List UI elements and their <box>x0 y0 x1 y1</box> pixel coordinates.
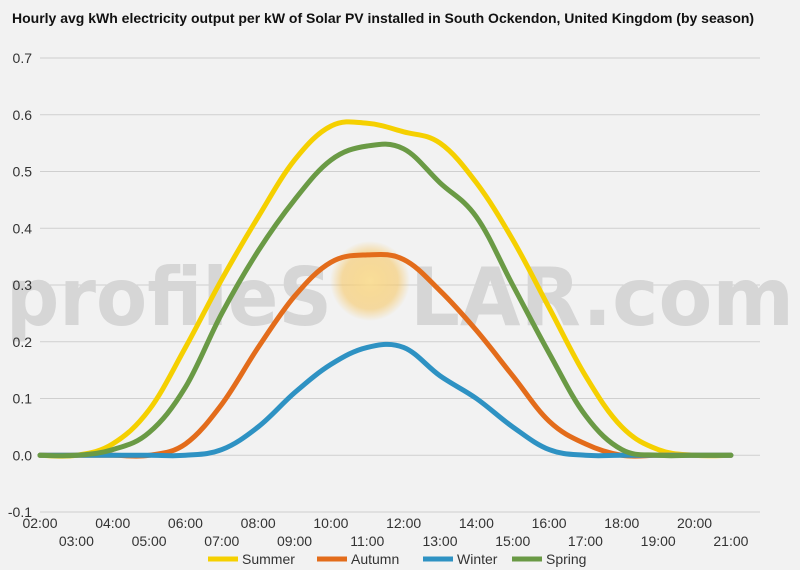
x-tick-label: 09:00 <box>277 533 312 549</box>
x-tick-label: 17:00 <box>568 533 603 549</box>
x-tick-label: 18:00 <box>604 515 639 531</box>
series-line-spring <box>37 141 734 459</box>
x-tick-label: 07:00 <box>204 533 239 549</box>
y-tick-label: 0.0 <box>13 447 33 463</box>
y-tick-label: 0.1 <box>13 391 33 407</box>
legend-label: Winter <box>457 551 498 567</box>
chart-title: Hourly avg kWh electricity output per kW… <box>12 10 755 26</box>
x-tick-label: 12:00 <box>386 515 421 531</box>
y-tick-label: 0.2 <box>13 334 33 350</box>
x-tick-label: 04:00 <box>95 515 130 531</box>
legend-label: Spring <box>546 551 586 567</box>
x-tick-label: 15:00 <box>495 533 530 549</box>
x-axis: 02:00 04:00 06:00 08:00 10:00 12:00 14:00 16:00… <box>22 515 748 549</box>
x-tick-label: 19:00 <box>641 533 676 549</box>
x-tick-label: 20:00 <box>677 515 712 531</box>
legend-item-spring[interactable]: Spring <box>512 551 586 567</box>
y-tick-label: -0.1 <box>8 504 32 520</box>
y-tick-label: 0.5 <box>13 164 33 180</box>
x-tick-label: 13:00 <box>422 533 457 549</box>
x-tick-label: 08:00 <box>241 515 276 531</box>
series-line-winter <box>37 341 734 459</box>
series-line-summer <box>37 119 734 459</box>
x-tick-label: 06:00 <box>168 515 203 531</box>
series <box>37 119 734 459</box>
legend-item-winter[interactable]: Winter <box>423 551 498 567</box>
legend: Summer Autumn Winter Spring <box>208 551 586 567</box>
legend-label: Summer <box>242 551 295 567</box>
watermark-text-left: profileS <box>6 251 332 344</box>
watermark: profileS LAR.com <box>6 241 794 344</box>
watermark-text-right: LAR.com <box>410 251 794 344</box>
x-tick-label: 10:00 <box>313 515 348 531</box>
watermark-sun-icon <box>330 241 410 321</box>
x-tick-label: 05:00 <box>132 533 167 549</box>
x-tick-label: 14:00 <box>459 515 494 531</box>
x-tick-label: 03:00 <box>59 533 94 549</box>
x-tick-label: 16:00 <box>532 515 567 531</box>
legend-item-summer[interactable]: Summer <box>208 551 295 567</box>
y-tick-label: 0.7 <box>13 50 33 66</box>
legend-item-autumn[interactable]: Autumn <box>317 551 399 567</box>
y-tick-label: 0.6 <box>13 107 33 123</box>
x-tick-label: 21:00 <box>713 533 748 549</box>
x-tick-label: 11:00 <box>350 533 384 549</box>
y-tick-label: 0.3 <box>13 277 33 293</box>
x-tick-label: 02:00 <box>22 515 57 531</box>
y-tick-label: 0.4 <box>13 220 33 236</box>
y-axis: 0.7 0.6 0.5 0.4 0.3 0.2 0.1 0.0 -0.1 <box>8 50 32 520</box>
legend-label: Autumn <box>351 551 399 567</box>
